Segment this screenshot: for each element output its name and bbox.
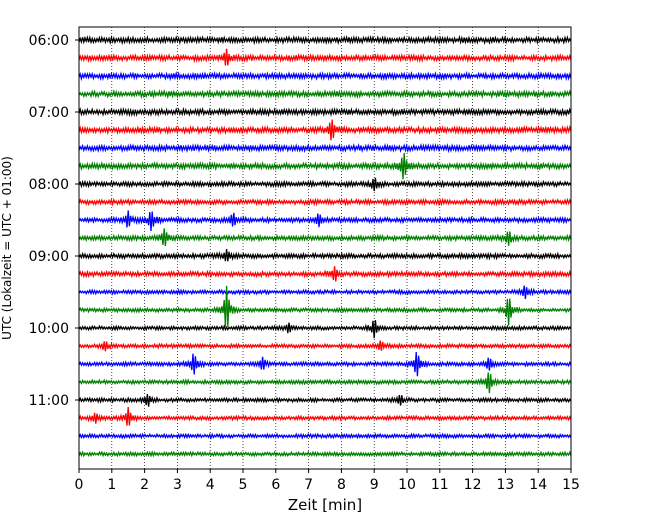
trace-line [78,34,572,46]
trace-line [78,285,572,327]
x-tick-label: 3 [173,477,182,493]
trace-line [78,372,572,394]
trace-line [78,266,572,282]
trace-line [78,249,572,262]
trace-line [78,285,572,299]
x-tick-label: 4 [206,477,215,493]
trace-line [78,197,572,207]
trace-line [78,142,572,154]
trace-line [78,210,572,231]
x-tick-label: 0 [75,477,84,493]
trace-line [78,48,572,66]
trace-line [78,228,572,246]
trace-line [78,351,572,377]
x-axis-label: Zeit [min] [288,496,362,514]
x-tick-label: 7 [304,477,313,493]
x-tick-label: 1 [107,477,116,493]
trace-line [78,70,572,82]
y-tick-label: 06:00 [29,33,69,49]
trace-line [78,88,572,100]
y-tick-label: 09:00 [29,249,69,265]
x-tick-label: 6 [271,477,280,493]
y-tick-label: 11:00 [29,393,69,409]
x-tick-label: 12 [464,477,482,493]
trace-line [78,106,572,118]
trace-line [78,406,572,426]
x-tick-label: 9 [370,477,379,493]
x-tick-label: 14 [529,477,547,493]
plot-frame [78,26,572,470]
y-axis-label: UTC (Lokalzeit = UTC + 01:00) [0,156,14,340]
trace-line [78,450,572,458]
y-tick-label: 10:00 [29,321,69,337]
x-axis-ticks: 0 1 2 3 4 5 6 7 8 9 10 11 12 13 14 15 [75,469,580,493]
y-axis-ticks: 06:00 07:00 08:00 09:00 10:00 11:00 [29,33,79,409]
trace-line [78,432,572,440]
y-tick-label: 07:00 [29,105,69,121]
trace-line [78,394,572,407]
x-tick-label: 13 [496,477,514,493]
trace-line [78,340,572,352]
x-tick-label: 15 [562,477,580,493]
trace-line [78,177,572,192]
x-tick-label: 2 [140,477,149,493]
trace-line [78,152,572,180]
trace-line [78,119,572,141]
x-tick-label: 10 [398,477,416,493]
trace-lines [78,34,572,458]
x-tick-label: 5 [239,477,248,493]
x-tick-label: 8 [337,477,346,493]
y-tick-label: 08:00 [29,177,69,193]
x-tick-label: 11 [431,477,449,493]
trace-line [78,320,572,339]
